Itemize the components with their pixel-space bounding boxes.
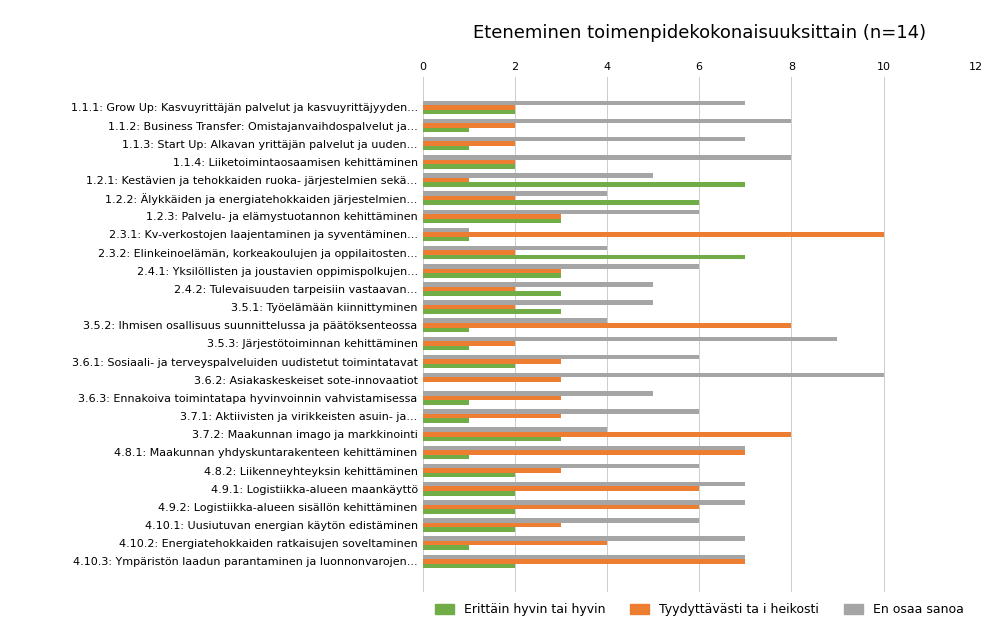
Bar: [423, 264, 699, 269]
Bar: [423, 541, 607, 545]
Bar: [423, 119, 792, 123]
Bar: [423, 391, 653, 395]
Legend: Erittäin hyvin tai hyvin, Tyydyttävästi ta i heikosti, En osaa sanoa: Erittäin hyvin tai hyvin, Tyydyttävästi …: [430, 599, 969, 621]
Bar: [423, 318, 607, 323]
Bar: [423, 559, 745, 564]
Bar: [423, 196, 515, 201]
Bar: [423, 255, 745, 259]
Bar: [423, 201, 699, 205]
Bar: [423, 450, 745, 455]
Bar: [423, 545, 469, 550]
Bar: [423, 505, 699, 509]
Bar: [423, 428, 607, 432]
Bar: [423, 210, 699, 214]
Bar: [423, 309, 561, 314]
Bar: [423, 155, 792, 159]
Bar: [423, 373, 883, 377]
Bar: [423, 400, 469, 404]
Bar: [423, 554, 745, 559]
Bar: [423, 410, 699, 414]
Bar: [423, 246, 607, 250]
Bar: [423, 527, 515, 532]
Bar: [423, 219, 561, 223]
Bar: [423, 487, 699, 491]
Bar: [423, 192, 607, 196]
Bar: [423, 323, 792, 327]
Bar: [423, 177, 469, 182]
Bar: [423, 141, 515, 146]
Bar: [423, 237, 469, 241]
Bar: [423, 327, 469, 332]
Title: Eteneminen toimenpidekokonaisuuksittain (n=14): Eteneminen toimenpidekokonaisuuksittain …: [473, 24, 926, 42]
Bar: [423, 137, 745, 141]
Bar: [423, 518, 699, 523]
Bar: [423, 473, 515, 477]
Bar: [423, 159, 515, 164]
Bar: [423, 500, 745, 505]
Bar: [423, 305, 515, 309]
Bar: [423, 346, 469, 350]
Bar: [423, 359, 561, 364]
Bar: [423, 364, 515, 368]
Bar: [423, 419, 469, 423]
Bar: [423, 182, 745, 187]
Bar: [423, 464, 699, 468]
Bar: [423, 173, 653, 177]
Bar: [423, 468, 561, 473]
Bar: [423, 437, 561, 441]
Bar: [423, 377, 561, 382]
Bar: [423, 250, 515, 255]
Bar: [423, 341, 515, 346]
Bar: [423, 300, 653, 305]
Bar: [423, 123, 515, 128]
Bar: [423, 564, 515, 568]
Bar: [423, 282, 653, 287]
Bar: [423, 491, 515, 496]
Bar: [423, 455, 469, 459]
Bar: [423, 432, 792, 437]
Bar: [423, 395, 561, 400]
Bar: [423, 128, 469, 132]
Bar: [423, 482, 745, 487]
Bar: [423, 287, 515, 291]
Bar: [423, 109, 515, 114]
Bar: [423, 355, 699, 359]
Bar: [423, 509, 515, 514]
Bar: [423, 536, 745, 541]
Bar: [423, 414, 561, 419]
Bar: [423, 228, 469, 232]
Bar: [423, 105, 515, 109]
Bar: [423, 100, 745, 105]
Bar: [423, 446, 745, 450]
Bar: [423, 291, 561, 296]
Bar: [423, 146, 469, 150]
Bar: [423, 164, 515, 168]
Bar: [423, 523, 561, 527]
Bar: [423, 269, 561, 273]
Bar: [423, 214, 561, 219]
Bar: [423, 232, 883, 237]
Bar: [423, 337, 837, 341]
Bar: [423, 273, 561, 278]
